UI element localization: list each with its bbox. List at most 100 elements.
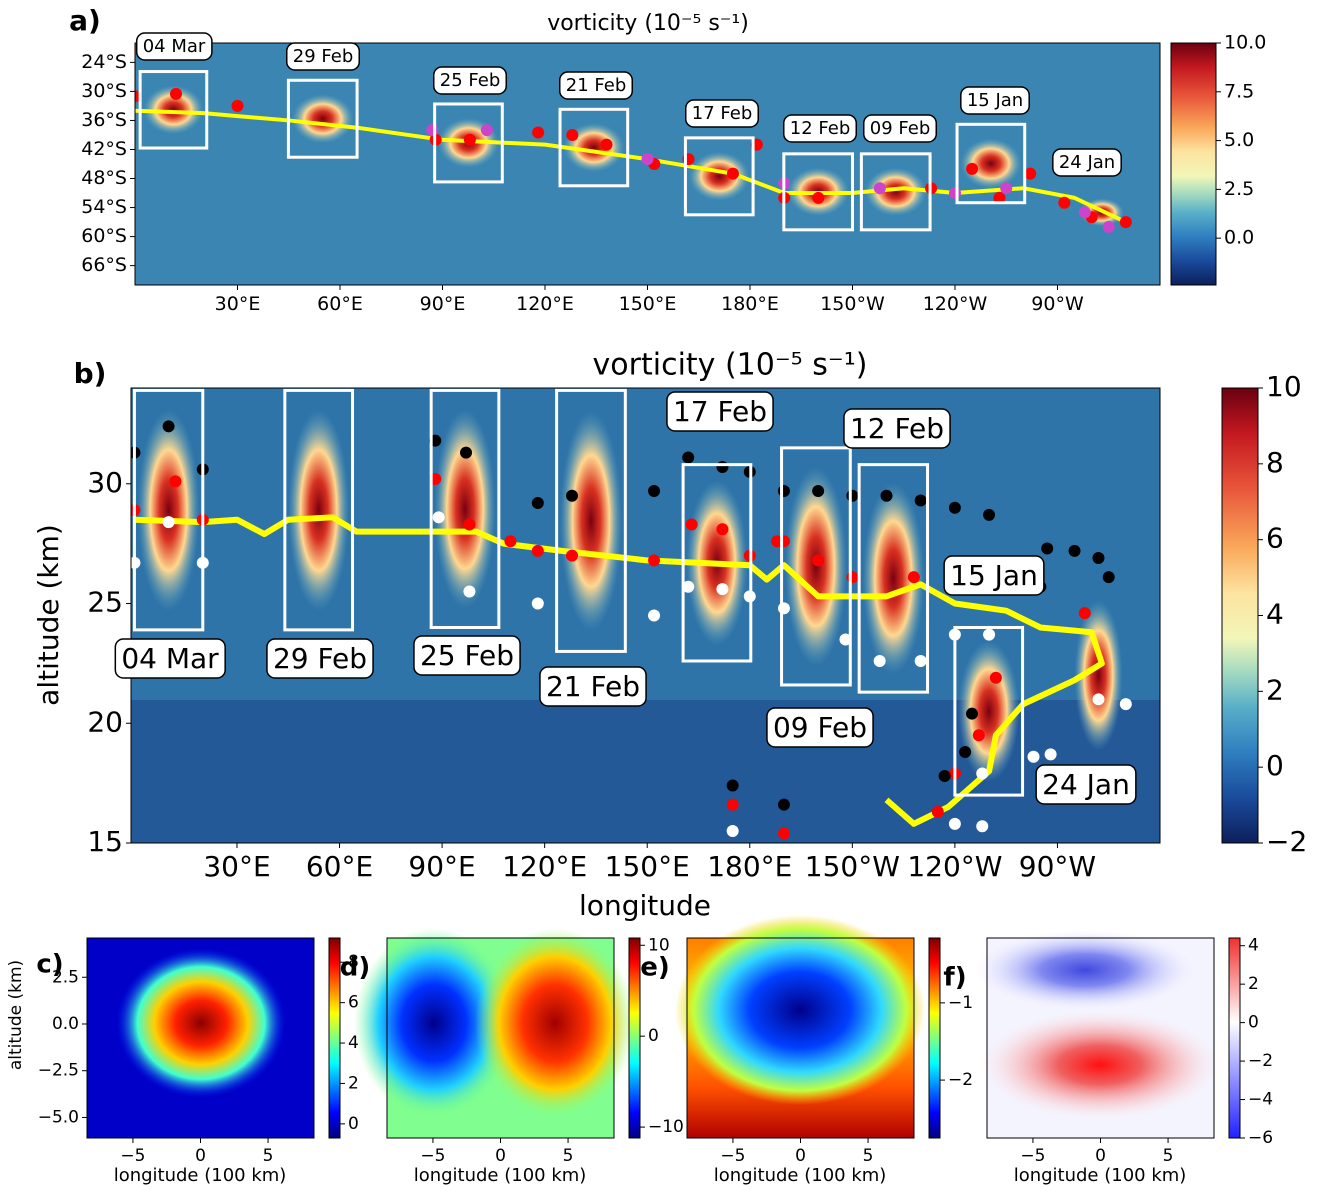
vortex-box bbox=[953, 625, 1025, 797]
vortex-shading bbox=[143, 85, 204, 135]
y-axis-label: altitude (km) bbox=[32, 524, 65, 706]
track-point bbox=[1102, 220, 1115, 233]
date-label: 09 Feb bbox=[870, 118, 931, 139]
date-label-box bbox=[1052, 148, 1122, 177]
vortex-shading bbox=[958, 640, 1020, 782]
x-axis-label: longitude (100 km) bbox=[714, 1165, 887, 1186]
panel-label: a) bbox=[69, 4, 101, 37]
y-tick-label: 15 bbox=[87, 825, 123, 858]
vortex-shading bbox=[1074, 600, 1123, 751]
date-label: 12 Feb bbox=[790, 118, 851, 139]
colorbar-tick-label: −2 bbox=[1266, 825, 1307, 858]
x-tick-label: 5 bbox=[263, 1146, 274, 1166]
y-tick-label: 30°S bbox=[81, 80, 127, 102]
date-label-box bbox=[559, 71, 633, 100]
track-line bbox=[134, 514, 1105, 827]
x-tick-label: −5 bbox=[420, 1146, 445, 1166]
x-tick-label: 5 bbox=[863, 1146, 874, 1166]
vortex-box bbox=[433, 102, 504, 184]
x-tick-label: 120°E bbox=[502, 850, 587, 883]
vortex-box bbox=[859, 152, 932, 232]
colorbar-tick-label: 4 bbox=[1266, 598, 1284, 631]
track-point bbox=[846, 489, 859, 502]
y-tick-label: 54°S bbox=[81, 196, 127, 218]
date-label: 21 Feb bbox=[546, 670, 640, 703]
x-tick-label: 0 bbox=[195, 1146, 206, 1166]
x-tick-label: −5 bbox=[120, 1146, 145, 1166]
y-tick-label: 36°S bbox=[81, 109, 127, 131]
colorbar bbox=[628, 937, 641, 1139]
vortex-box bbox=[286, 78, 359, 159]
track-point bbox=[716, 523, 729, 536]
track-point bbox=[993, 191, 1006, 204]
colorbar-tick-label: 10.0 bbox=[1224, 32, 1266, 54]
track-point bbox=[1092, 552, 1105, 565]
plot-layer bbox=[131, 409, 1132, 840]
colorbar-tick-label: 0 bbox=[348, 1114, 359, 1134]
vortex-shading bbox=[563, 123, 625, 173]
colorbar-tick-label: 2 bbox=[348, 1073, 359, 1093]
track-point bbox=[463, 518, 476, 531]
vortex-box bbox=[283, 388, 355, 632]
colorbar-tick-label: 0.0 bbox=[1224, 227, 1254, 249]
track-point bbox=[812, 554, 825, 567]
vortex-box bbox=[857, 463, 930, 694]
colorbar-tick-label: −4 bbox=[1248, 1090, 1273, 1110]
track-point bbox=[170, 87, 182, 100]
track-point bbox=[1119, 698, 1132, 711]
track-point bbox=[460, 446, 473, 459]
x-axis-label: longitude (100 km) bbox=[414, 1165, 587, 1186]
track-point bbox=[1044, 748, 1057, 761]
track-point bbox=[566, 128, 579, 141]
y-tick-label: 60°S bbox=[81, 225, 127, 247]
y-tick-label: 24°S bbox=[81, 51, 127, 73]
track-point bbox=[948, 501, 961, 514]
track-point bbox=[938, 769, 951, 782]
x-tick-label: 180°E bbox=[707, 850, 792, 883]
track-point bbox=[777, 535, 790, 548]
x-tick-label: 30°E bbox=[215, 293, 261, 315]
track-point bbox=[931, 805, 944, 818]
date-label: 17 Feb bbox=[692, 103, 753, 124]
vortex-shading bbox=[960, 138, 1022, 189]
x-tick-label: 60°E bbox=[317, 293, 363, 315]
track-point bbox=[914, 494, 927, 507]
track-point bbox=[726, 167, 739, 180]
colorbar bbox=[928, 937, 941, 1139]
date-label: 24 Jan bbox=[1059, 152, 1115, 173]
panel-title: vorticity (10⁻⁵ s⁻¹) bbox=[547, 11, 749, 36]
track-point bbox=[777, 827, 790, 840]
date-label-box bbox=[843, 408, 951, 449]
date-label-box bbox=[114, 638, 226, 679]
panel-label: d) bbox=[340, 953, 371, 983]
x-tick-label: 150°W bbox=[805, 850, 900, 883]
date-label: 29 Feb bbox=[293, 46, 354, 67]
date-label: 12 Feb bbox=[850, 412, 944, 445]
track-point bbox=[839, 633, 852, 646]
track-point bbox=[463, 585, 476, 598]
colorbar-tick-label: 10 bbox=[648, 935, 670, 955]
track-point bbox=[812, 484, 825, 497]
x-tick-label: 30°E bbox=[203, 850, 270, 883]
track-point bbox=[531, 496, 544, 509]
panel-d-field bbox=[354, 928, 635, 1138]
y-tick-label: 2.5 bbox=[52, 967, 79, 987]
track-point bbox=[162, 516, 175, 529]
track-point bbox=[463, 133, 476, 146]
date-label-box bbox=[863, 114, 937, 143]
panel-title: vorticity (10⁻⁵ s⁻¹) bbox=[593, 348, 868, 383]
date-label: 21 Feb bbox=[566, 75, 627, 96]
date-label-box bbox=[1035, 764, 1137, 805]
x-axis-label: longitude bbox=[579, 889, 711, 922]
track-point bbox=[812, 191, 825, 204]
track-point bbox=[685, 518, 698, 531]
track-point bbox=[1058, 196, 1071, 209]
panel-e-field bbox=[675, 915, 925, 1138]
colorbar-tick-label: 5.0 bbox=[1224, 129, 1254, 151]
track-point bbox=[716, 583, 729, 596]
vortex-box bbox=[555, 388, 627, 653]
colorbar bbox=[328, 937, 341, 1139]
track-point bbox=[777, 798, 790, 811]
date-label-box bbox=[685, 99, 759, 128]
colorbar-tick-label: −10 bbox=[648, 1117, 684, 1137]
